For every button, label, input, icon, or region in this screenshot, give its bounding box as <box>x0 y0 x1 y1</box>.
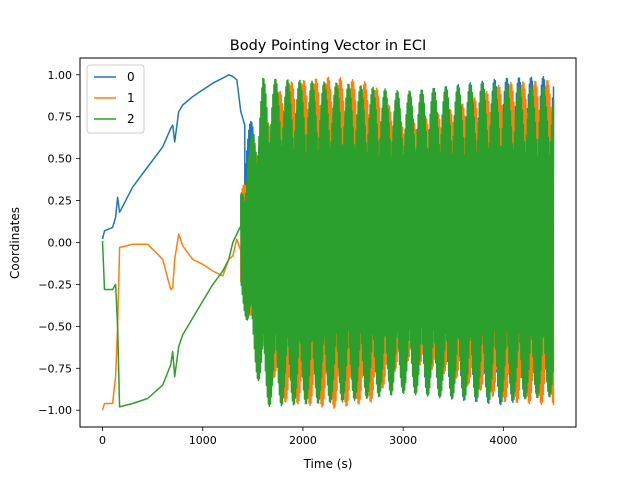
y-tick-label: 0.25 <box>48 195 73 208</box>
x-tick-label: 4000 <box>489 434 517 447</box>
x-tick-label: 2000 <box>289 434 317 447</box>
y-tick-label: 0.75 <box>48 111 73 124</box>
y-axis: −1.00 −0.75 −0.50 −0.25 0.00 0.25 0.50 0.75 1.00 <box>38 69 80 417</box>
y-axis-label: Coordinates <box>8 207 22 279</box>
x-tick-label: 1000 <box>189 434 217 447</box>
y-tick-label: −0.50 <box>38 320 72 333</box>
x-tick-label: 0 <box>99 434 106 447</box>
y-tick-label: 1.00 <box>48 69 73 82</box>
legend: 0 1 2 <box>86 64 145 134</box>
chart-title: Body Pointing Vector in ECI <box>230 38 426 54</box>
legend-label-1: 1 <box>127 91 135 105</box>
x-axis-label: Time (s) <box>303 457 353 471</box>
legend-box <box>86 64 145 134</box>
y-tick-label: −0.75 <box>38 362 72 375</box>
legend-label-0: 0 <box>127 70 135 84</box>
x-axis: 0 1000 2000 3000 4000 <box>99 427 517 447</box>
y-tick-label: 0.50 <box>48 153 73 166</box>
y-tick-label: −1.00 <box>38 404 72 417</box>
series-layer <box>101 74 555 411</box>
series-line-2 <box>101 77 555 408</box>
series-2 <box>101 77 555 408</box>
y-tick-label: −0.25 <box>38 278 72 291</box>
legend-label-2: 2 <box>127 112 135 126</box>
y-tick-label: 0.00 <box>48 237 73 250</box>
x-tick-label: 3000 <box>389 434 417 447</box>
